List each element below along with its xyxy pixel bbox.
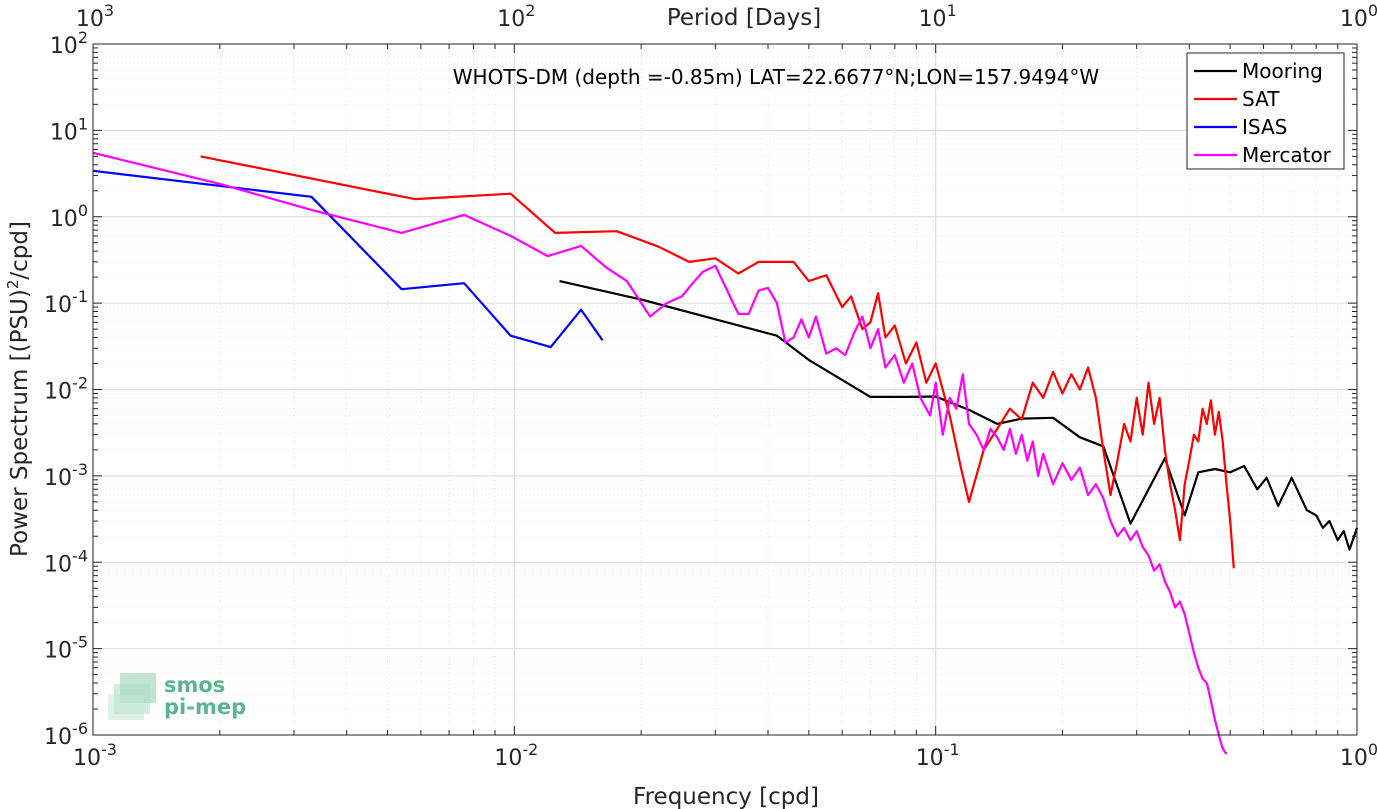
x-tick-label: 10-1: [916, 740, 960, 771]
y-tick-label: 10-6: [44, 719, 88, 750]
minor-grid: [93, 44, 1357, 735]
legend-label-sat: SAT: [1242, 87, 1280, 111]
y-tick-label: 102: [50, 28, 88, 59]
top-tick-label: 102: [497, 1, 535, 32]
y-tick-label: 10-1: [44, 287, 88, 318]
smos-pi-mep-logo: smos pi-mep: [108, 673, 246, 720]
y-tick-labels: 102 101 100 10-1 10-2 10-3 10-4 10-5 10-6: [44, 28, 88, 750]
top-axis-title: Period [Days]: [667, 5, 821, 31]
y-tick-label: 10-2: [44, 374, 88, 405]
legend-label-mooring: Mooring: [1242, 59, 1323, 83]
station-annotation: WHOTS-DM (depth =-0.85m) LAT=22.6677°N;L…: [453, 65, 1100, 89]
series-layer: [92, 151, 1359, 755]
y-tick-label: 100: [50, 201, 88, 232]
legend-label-isas: ISAS: [1242, 115, 1287, 139]
top-tick-label: 101: [919, 1, 957, 32]
series-line-mooring: [559, 280, 1359, 551]
series-line-isas: [92, 169, 604, 349]
y-tick-label: 10-3: [44, 460, 88, 491]
legend-box: [1186, 52, 1345, 170]
y-tick-label: 101: [50, 114, 88, 145]
x-tick-labels: 10-3 10-2 10-1 100: [73, 740, 1377, 771]
legend: Mooring SAT ISAS Mercator: [1186, 52, 1345, 170]
series-line-sat: [200, 155, 1235, 569]
top-tick-label: 103: [76, 1, 114, 32]
logo-text-smos: smos: [164, 673, 225, 697]
y-axis-title: Power Spectrum [(PSU)2/cpd]: [4, 221, 33, 557]
logo-mark: [108, 695, 144, 720]
x-tick-label: 10-2: [494, 740, 538, 771]
series-line-mercator: [92, 151, 1228, 755]
x-tick-label: 100: [1340, 740, 1377, 771]
top-tick-labels: 103 102 101 100: [76, 1, 1377, 32]
y-tick-label: 10-5: [44, 633, 88, 664]
x-tick-label: 10-3: [73, 740, 117, 771]
tick-marks: [92, 43, 1358, 736]
y-tick-label: 10-4: [44, 546, 88, 577]
top-tick-label: 100: [1340, 1, 1377, 32]
x-axis-title: Frequency [cpd]: [633, 784, 819, 809]
logo-text-pi-mep: pi-mep: [164, 695, 246, 719]
legend-label-mercator: Mercator: [1242, 143, 1332, 167]
